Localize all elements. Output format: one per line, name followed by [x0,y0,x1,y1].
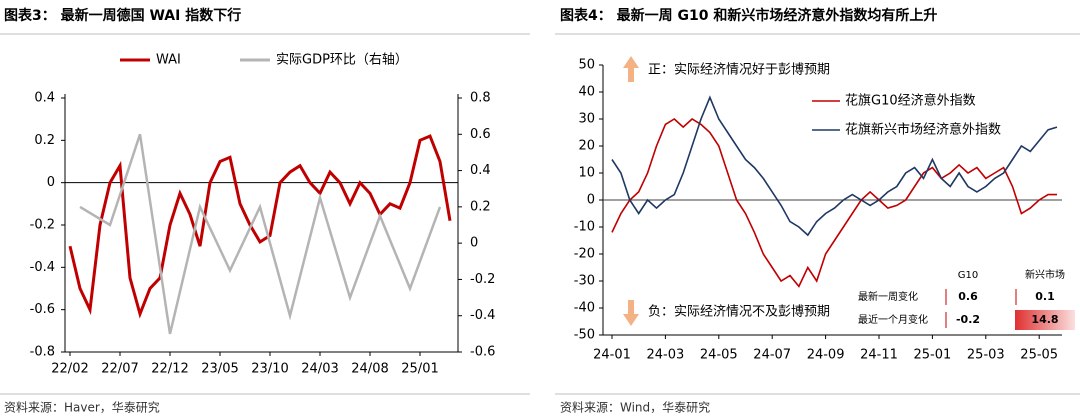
line-series [68,134,452,319]
table-cell: 14.8 [1031,313,1058,326]
y-tick-label: -0.4 [30,260,55,275]
table-row-label: 最近一个月变化 [858,313,928,326]
y-tick-label: -50 [574,328,595,343]
y2-tick-label: -0.2 [470,272,495,287]
source: 资料来源：Haver，华泰研究 [4,400,160,415]
legend-label: 花旗新兴市场经济意外指数 [845,122,1001,138]
x-tick-label: 22/07 [101,362,138,377]
y-tick-label: 10 [578,166,595,181]
table-header: G10 [958,270,978,281]
y-tick-label: -0.2 [30,218,55,233]
y-tick-label: 20 [578,139,595,154]
chart-title: 图表3： 最新一周德国 WAI 指数下行 [4,7,241,24]
table-cell: 0.6 [958,290,978,303]
y-tick-label: -30 [574,274,595,289]
x-tick-label: 24-11 [860,348,898,363]
x-tick-label: 25-01 [914,348,952,363]
table-row-label: 最新一周变化 [858,290,918,303]
legend-label: 实际GDP环比（右轴） [276,53,408,68]
y-tick-label: -10 [574,220,595,235]
y-tick-label: -40 [574,301,595,316]
table-header: 新兴市场 [1025,268,1065,281]
table-cell: -0.2 [956,313,980,326]
x-tick-label: 25/01 [401,362,438,377]
table-cell: 0.1 [1035,290,1055,303]
chart-title: 图表4： 最新一周 G10 和新兴市场经济意外指数均有所上升 [560,7,937,24]
highlight-cell [1015,310,1075,330]
y-tick-label: -0.8 [30,345,55,360]
line-series [79,133,442,335]
x-tick-label: 24/08 [351,362,388,377]
x-tick-label: 25-03 [967,348,1005,363]
y2-tick-label: 0.2 [470,199,491,214]
y-tick-label: 0 [47,175,55,190]
source: 资料来源：Wind，华泰研究 [560,400,710,415]
down-arrow [623,300,639,326]
y-tick-label: 40 [578,85,595,100]
x-tick-label: 25-05 [1020,348,1058,363]
x-tick-label: 22/02 [51,362,88,377]
x-tick-label: 24-07 [753,348,791,363]
y2-tick-label: -0.4 [470,308,495,323]
y-tick-label: 0.4 [34,91,55,106]
up-arrow [623,56,639,82]
x-tick-label: 24-05 [700,348,738,363]
line-series [611,95,1058,237]
annotation: 负：实际经济情况不及彭博预期 [648,305,830,320]
x-tick-label: 24-01 [593,348,631,363]
x-tick-label: 24-03 [647,348,685,363]
x-tick-label: 23/05 [201,362,238,377]
y2-tick-label: 0.4 [470,163,491,178]
legend-label: 花旗G10经济意外指数 [845,93,976,109]
x-tick-label: 24-09 [807,348,845,363]
y-tick-label: -0.6 [30,302,55,317]
y-tick-label: 50 [578,58,595,73]
y2-tick-label: 0.6 [470,127,491,142]
y2-tick-label: -0.6 [470,345,495,360]
annotation: 正：实际经济情况好于彭博预期 [648,63,830,78]
y-tick-label: 0.2 [34,133,55,148]
legend-label: WAI [156,53,181,68]
y-tick-label: 0 [587,193,595,208]
x-tick-label: 24/03 [301,362,338,377]
x-tick-label: 23/10 [251,362,288,377]
y-tick-label: 30 [578,112,595,127]
y2-tick-label: 0.8 [470,91,491,106]
y2-tick-label: 0 [470,236,478,251]
line-series [611,118,1057,288]
x-tick-label: 22/12 [151,362,188,377]
y-tick-label: -20 [574,247,595,262]
